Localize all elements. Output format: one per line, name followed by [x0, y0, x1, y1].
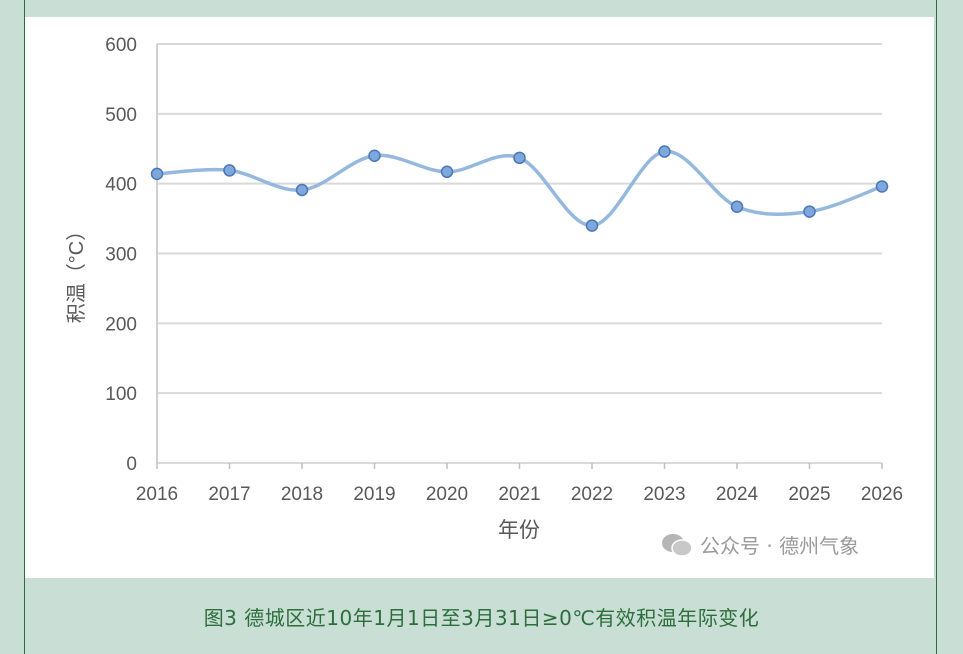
wechat-icon — [662, 533, 693, 557]
data-point — [223, 164, 236, 177]
x-tick-label: 2022 — [571, 484, 613, 505]
y-axis-label: 积温（°C） — [65, 221, 88, 323]
x-axis-label: 年份 — [498, 519, 540, 542]
x-tick-label: 2019 — [353, 484, 395, 505]
frame-line-left — [24, 0, 25, 654]
data-point — [658, 145, 671, 158]
data-point — [803, 205, 816, 218]
y-tick-label: 500 — [105, 105, 137, 126]
x-tick-label: 2025 — [788, 484, 830, 505]
y-tick-label: 400 — [105, 175, 137, 196]
data-point — [875, 180, 889, 193]
data-point — [295, 183, 309, 197]
data-point — [730, 200, 744, 213]
x-tick-label: 2020 — [426, 484, 468, 505]
y-tick-label: 200 — [105, 314, 137, 335]
frame-line-right — [936, 0, 937, 654]
watermark: 公众号 · 德州气象 — [660, 530, 859, 559]
chart-panel: 0 100 200 300 400 500 600 2016 2017 2018 2019 2020 2… — [25, 17, 934, 578]
data-point — [513, 151, 526, 165]
x-tick-label: 2016 — [136, 484, 178, 505]
watermark-text: 公众号 · 德州气象 — [700, 534, 860, 558]
data-point — [585, 219, 599, 232]
x-tick-label: 2017 — [208, 484, 250, 505]
data-point — [150, 167, 164, 181]
y-tick-label: 600 — [105, 35, 137, 56]
x-tick-label: 2024 — [716, 484, 759, 505]
x-tick-label: 2023 — [643, 484, 685, 505]
y-tick-label: 0 — [126, 454, 137, 475]
x-tick-label: 2026 — [861, 484, 903, 505]
x-tick-label: 2018 — [281, 484, 323, 505]
y-tick-label: 300 — [105, 245, 137, 266]
y-tick-label: 100 — [105, 384, 137, 405]
series-line — [156, 149, 883, 228]
data-point — [440, 165, 454, 179]
data-point — [368, 149, 381, 162]
line-chart: 0 100 200 300 400 500 600 2016 2017 2018 2019 2020 2… — [65, 35, 903, 542]
x-tick-label: 2021 — [498, 484, 540, 505]
figure-caption: 图3 德城区近10年1月1日至3月31日≥0℃有效积温年际变化 — [203, 606, 760, 630]
